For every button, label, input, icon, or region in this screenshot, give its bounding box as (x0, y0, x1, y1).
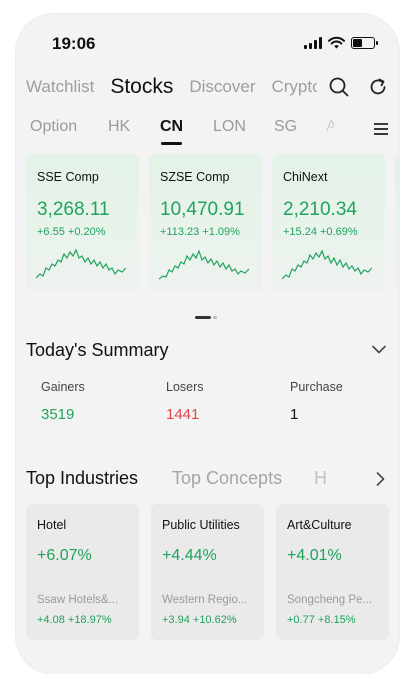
industry-cards: Hotel +6.07% Ssaw Hotels&... +4.08 +18.9… (26, 504, 399, 644)
chevron-right-icon[interactable] (376, 472, 385, 486)
index-name: ChiNext (283, 170, 328, 184)
industry-change: +4.01% (287, 547, 342, 564)
battery-icon (351, 36, 378, 49)
summary-label: Losers (166, 380, 204, 394)
tab-cn[interactable]: CN (160, 118, 184, 135)
industry-tabs: Top Industries Top Concepts H (26, 468, 392, 498)
tab-watchlist[interactable]: Watchlist (26, 77, 95, 96)
industry-name: Art&Culture (287, 518, 352, 532)
search-icon[interactable] (328, 76, 350, 98)
leading-stock-change: +3.94 +10.62% (162, 614, 237, 626)
refresh-icon[interactable] (367, 76, 389, 98)
index-value: 3,268.11 (37, 199, 110, 220)
wifi-icon (328, 36, 345, 49)
summary-purchase[interactable]: Purchase 1 (290, 380, 343, 423)
index-card-chinext[interactable]: ChiNext 2,210.34 +15.24 +0.69% (272, 154, 385, 292)
tab-discover[interactable]: Discover (189, 77, 256, 96)
market-tabs: Option HK CN LON SG A (30, 114, 392, 145)
leading-stock-change: +4.08 +18.97% (37, 614, 112, 626)
index-card-sse[interactable]: SSE Comp 3,268.11 +6.55 +0.20% (26, 154, 139, 292)
summary-value: 1 (290, 406, 299, 423)
leading-stock: Western Regio... (162, 594, 248, 606)
tab-lon[interactable]: LON (213, 118, 246, 135)
industry-name: Public Utilities (162, 518, 240, 532)
leading-stock-change: +0.77 +8.15% (287, 614, 356, 626)
index-name: SZSE Comp (160, 170, 230, 184)
index-value: 2,210.34 (283, 199, 357, 220)
industry-change: +4.44% (162, 547, 217, 564)
index-card-next[interactable] (395, 154, 399, 292)
industry-card-art-culture[interactable]: Art&Culture +4.01% Songcheng Pe... +0.77… (276, 504, 389, 640)
tab-stocks[interactable]: Stocks (110, 75, 174, 98)
status-bar: 19:06 (16, 14, 399, 70)
tab-top-industries[interactable]: Top Industries (26, 468, 139, 488)
menu-icon[interactable] (374, 122, 388, 136)
index-cards: SSE Comp 3,268.11 +6.55 +0.20% SZSE Comp… (26, 154, 399, 294)
index-change: +15.24 +0.69% (283, 226, 358, 238)
summary-value: 1441 (166, 406, 200, 423)
tab-crypto[interactable]: Crypto (271, 77, 318, 96)
index-change: +6.55 +0.20% (37, 226, 106, 238)
sparkline-chart (282, 249, 372, 280)
tab-sg[interactable]: SG (274, 118, 298, 135)
industry-name: Hotel (37, 518, 67, 532)
tab-hk[interactable]: HK (108, 118, 131, 135)
leading-stock: Ssaw Hotels&... (37, 594, 119, 606)
leading-stock: Songcheng Pe... (287, 594, 373, 606)
summary-value: 3519 (41, 406, 75, 423)
sparkline-chart (159, 249, 249, 280)
summary-gainers[interactable]: Gainers 3519 (41, 380, 85, 423)
tab-option[interactable]: Option (30, 118, 78, 135)
top-nav: Watchlist Stocks Discover Crypto (26, 72, 392, 102)
industry-card-public-utilities[interactable]: Public Utilities +4.44% Western Regio...… (151, 504, 264, 640)
index-name: SSE Comp (37, 170, 99, 184)
summary-label: Purchase (290, 380, 343, 394)
summary-losers[interactable]: Losers 1441 (166, 380, 204, 423)
index-card-szse[interactable]: SZSE Comp 10,470.91 +113.23 +1.09% (149, 154, 262, 292)
tab-top-concepts[interactable]: Top Concepts (172, 468, 283, 488)
industry-change: +6.07% (37, 547, 92, 564)
summary-stats: Gainers 3519 Losers 1441 Purchase 1 (26, 380, 392, 450)
summary-title: Today's Summary (26, 340, 169, 360)
tab-a[interactable]: A (326, 118, 334, 135)
status-icons (304, 36, 378, 49)
summary-label: Gainers (41, 380, 85, 394)
tab-h[interactable]: H (314, 468, 326, 488)
industry-card-hotel[interactable]: Hotel +6.07% Ssaw Hotels&... +4.08 +18.9… (26, 504, 139, 640)
chevron-down-icon[interactable] (372, 345, 386, 354)
sparkline-chart (36, 248, 126, 279)
phone-screen: 19:06 Watchlist Stocks Discover Crypto (16, 14, 399, 674)
carousel-dots (195, 316, 217, 319)
index-change: +113.23 +1.09% (160, 226, 240, 238)
status-time: 19:06 (52, 34, 96, 53)
signal-icon (304, 36, 322, 49)
index-value: 10,470.91 (160, 199, 245, 220)
active-tab-indicator (161, 142, 182, 145)
